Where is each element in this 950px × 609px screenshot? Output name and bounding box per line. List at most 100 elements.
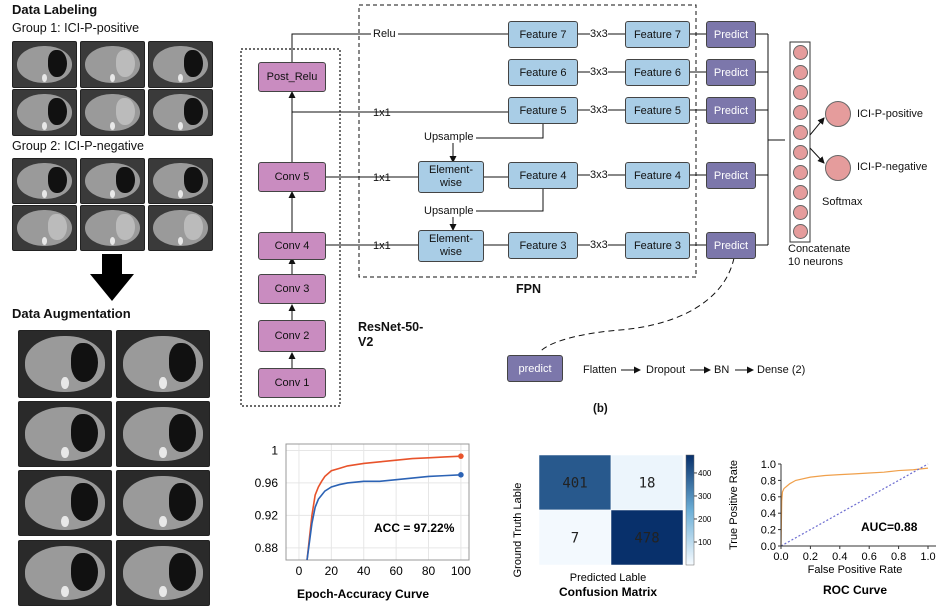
relu-label: Relu [371,28,398,40]
y-tick-label: 0.0 [761,541,776,553]
feature3-left: Feature 3 [508,232,578,259]
neuron [793,85,808,100]
group1-label: Group 1: ICI-P-positive [12,21,140,35]
x-tick-label: 60 [389,564,403,578]
resnet-block-conv4: Conv 4 [258,232,326,260]
feature7-left: Feature 7 [508,21,578,48]
confusion-ylabel: Ground Truth Lable [512,483,524,578]
output-positive-label: ICI-P-positive [857,108,924,120]
fpn-label: FPN [516,282,541,296]
elementwise-line1: Element- [428,164,474,176]
conn-1x1-label: 1x1 [373,107,391,119]
conn-3x3-label: 3x3 [590,169,608,181]
feature5-left: Feature 5 [508,97,578,124]
upsample-label: Upsample [422,205,476,217]
confusion-cell [538,509,612,566]
conn-3x3-label: 3x3 [590,28,608,40]
neuron [793,45,808,60]
series-end-point [458,453,464,459]
x-tick-label: 40 [357,564,371,578]
conn-1x1-label: 1x1 [373,172,391,184]
x-tick-label: 0 [296,564,303,578]
output-negative-label: ICI-P-negative [857,161,928,173]
predict-box: Predict [706,232,756,259]
resnet-block-conv1: Conv 1 [258,368,326,398]
roc-chart: 0.0 0.2 0.4 0.6 0.8 1.0 0.0 0.2 0.4 0.6 0.8 1.0 AUC… [728,459,936,597]
ct-image [12,158,77,204]
colorbar-tick-label: 100 [698,538,712,547]
x-tick-label: 80 [422,564,436,578]
conn-1x1-label: 1x1 [373,240,391,252]
down-arrow-icon [90,254,134,301]
resnet-label: ResNet-50- V2 [358,320,423,350]
feature5-right: Feature 5 [625,97,690,124]
data-augmentation-title: Data Augmentation [12,306,131,321]
elementwise-box: Element- wise [418,230,484,262]
confusion-cell [610,454,684,511]
colorbar-tick-label: 300 [698,492,712,501]
ct-image [116,470,210,536]
elementwise-line1: Element- [428,233,474,245]
accuracy-chart-title: Epoch-Accuracy Curve [297,587,429,601]
y-tick-label: 0.6 [761,492,776,504]
colorbar-tick-label: 400 [698,469,712,478]
y-tick-label: 0.8 [761,475,776,487]
neuron [793,105,808,120]
roc-series-line [780,467,929,547]
x-tick-label: 100 [451,564,471,578]
confusion-cell-value: 7 [571,531,579,547]
roc-ticks: 0.0 0.2 0.4 0.6 0.8 1.0 0.0 0.2 0.4 0.6 0.8 1.0 [761,459,936,563]
ct-image [18,540,112,606]
confusion-cell-value: 18 [639,476,656,492]
concatenate-label-line1: Concatenate [788,243,851,255]
elementwise-line2: wise [439,246,462,258]
ct-image [80,158,145,204]
ct-image [18,401,112,467]
roc-ylabel: True Positive Rate [728,460,740,550]
feature4-right: Feature 4 [625,162,690,189]
x-tick-label: 0.4 [832,551,847,563]
ct-image [116,540,210,606]
colorbar-tick-label: 200 [698,515,712,524]
y-tick-label: 1.0 [761,459,776,471]
resnet-label-line1: ResNet-50- [358,320,424,334]
confusion-title: Confusion Matrix [559,585,657,599]
elementwise-line2: wise [439,177,462,189]
roc-xlabel: False Positive Rate [808,564,903,576]
neuron [793,224,808,239]
series-line [306,474,461,561]
confusion-cell-value: 401 [562,476,587,492]
ct-image [116,330,210,398]
roc-series-line [780,463,929,547]
resnet-block-conv3: Conv 3 [258,274,326,304]
output-neuron-positive [825,101,851,127]
predict-box: Predict [706,97,756,124]
x-tick-label: 0.2 [803,551,818,563]
x-tick-label: 0.8 [891,551,906,563]
head-step-dropout: Dropout [646,364,686,376]
concatenate-label: Concatenate 10 neurons [788,243,850,269]
elementwise-box: Element- wise [418,161,484,193]
ct-image [12,41,77,88]
y-tick-label: 1 [271,443,278,457]
group2-label: Group 2: ICI-P-negative [12,139,145,153]
feature6-right: Feature 6 [625,59,690,86]
head-step-bn: BN [714,364,730,376]
feature7-right: Feature 7 [625,21,690,48]
conn-3x3-label: 3x3 [590,239,608,251]
ct-image [80,41,145,88]
roc-title: ROC Curve [823,583,887,597]
series-end-point [458,472,464,478]
predict-box: Predict [706,59,756,86]
confusion-cell-value: 478 [634,531,659,547]
data-labeling-title: Data Labeling [12,2,98,17]
upsample-label: Upsample [422,131,476,143]
x-tick-label: 0.0 [773,551,788,563]
epoch-accuracy-chart: 0 20 40 60 80 100 0.88 0.92 0.96 1 ACC = 97.22% E… [255,443,472,601]
ct-image [18,470,112,536]
feature3-right: Feature 3 [625,232,690,259]
feature4-left: Feature 4 [508,162,578,189]
y-tick-label: 0.2 [761,525,776,537]
predict-box: Predict [706,162,756,189]
y-tick-label: 0.96 [255,476,279,490]
